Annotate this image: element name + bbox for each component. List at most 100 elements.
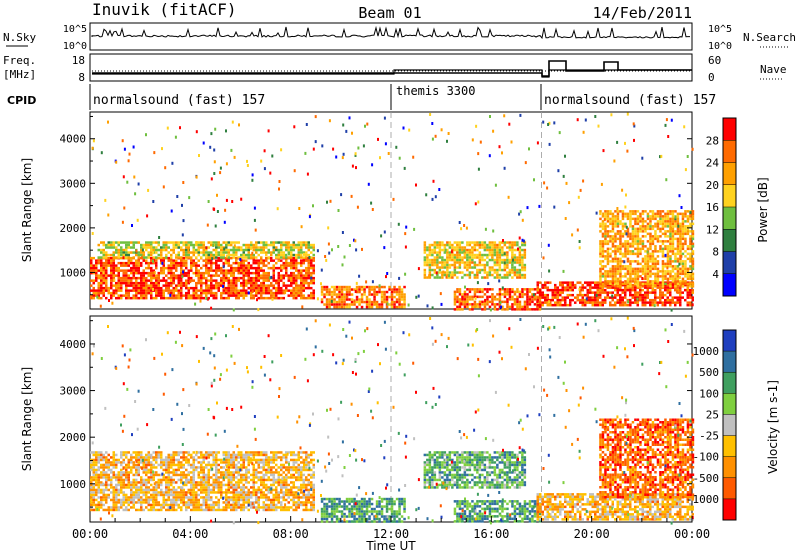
data-cell	[95, 474, 98, 477]
data-cell	[679, 260, 682, 263]
data-cell	[235, 241, 238, 244]
data-cell	[692, 285, 695, 288]
data-cell	[173, 491, 176, 494]
data-cell	[629, 273, 632, 276]
data-cell	[424, 244, 427, 247]
data-cell	[170, 484, 173, 487]
data-cell	[657, 263, 660, 266]
data-cell	[459, 291, 462, 294]
data-cell	[245, 272, 248, 275]
data-cell	[494, 251, 497, 254]
data-cell	[509, 249, 512, 252]
data-cell	[120, 279, 123, 282]
data-cell	[135, 294, 138, 297]
data-cell	[175, 489, 178, 492]
data-cell	[519, 259, 522, 262]
data-cell	[514, 256, 517, 259]
data-cell	[218, 246, 221, 249]
data-cell	[669, 245, 672, 248]
data-cell	[198, 264, 201, 267]
data-cell	[243, 262, 246, 265]
data-cell	[223, 279, 226, 282]
data-cell	[424, 251, 427, 254]
data-cell	[143, 284, 146, 287]
data-cell	[612, 238, 615, 241]
data-cell	[290, 244, 293, 247]
data-cell	[496, 298, 499, 301]
data-cell	[273, 274, 276, 277]
data-cell	[168, 461, 171, 464]
data-cell	[238, 294, 241, 297]
data-cell	[110, 246, 113, 249]
data-cell	[607, 273, 610, 276]
data-cell	[290, 294, 293, 297]
data-cell	[499, 249, 502, 252]
data-cell	[248, 287, 251, 290]
data-cell	[439, 241, 442, 244]
data-cell	[255, 262, 258, 265]
data-cell	[654, 215, 657, 218]
data-cell	[682, 268, 685, 271]
data-cell	[592, 304, 595, 307]
data-cell	[491, 269, 494, 272]
data-cell	[687, 233, 690, 236]
data-cell	[90, 494, 93, 497]
data-cell	[689, 301, 692, 304]
data-cell	[659, 286, 662, 289]
data-cell	[368, 306, 371, 309]
data-cell	[401, 296, 404, 299]
data-cell	[336, 303, 339, 306]
data-cell	[619, 253, 622, 256]
data-cell	[484, 254, 487, 256]
data-cell	[361, 288, 364, 291]
data-cell	[175, 481, 178, 484]
data-cell	[677, 243, 680, 246]
data-cell	[173, 297, 176, 300]
data-cell	[629, 270, 632, 273]
data-cell	[514, 241, 517, 244]
data-cell	[489, 249, 492, 252]
data-cell	[491, 259, 494, 262]
data-cell	[130, 277, 133, 280]
data-cell	[118, 474, 121, 477]
data-cell	[308, 284, 311, 287]
data-cell	[516, 303, 519, 306]
data-cell	[175, 454, 178, 457]
data-cell	[491, 303, 494, 306]
data-cell	[599, 240, 602, 243]
data-cell	[178, 297, 181, 300]
data-cell	[258, 249, 261, 252]
data-cell	[130, 499, 133, 502]
data-cell	[290, 256, 293, 259]
data-cell	[612, 245, 615, 248]
data-cell	[356, 286, 359, 289]
data-cell	[476, 244, 479, 247]
data-cell	[118, 506, 121, 509]
data-cell	[133, 297, 136, 300]
data-cell	[619, 270, 622, 273]
data-cell	[210, 251, 213, 254]
data-cell	[684, 225, 687, 228]
data-cell	[178, 262, 181, 265]
data-cell	[554, 301, 557, 304]
data-cell	[270, 241, 273, 244]
data-cell	[130, 461, 133, 464]
data-cell	[228, 244, 231, 247]
scatter-cell	[171, 210, 173, 213]
data-cell	[619, 258, 622, 261]
data-cell	[454, 259, 457, 262]
data-cell	[461, 246, 464, 249]
scatter-cell	[448, 132, 450, 135]
data-cell	[629, 253, 632, 256]
scatter-cell	[568, 201, 570, 204]
data-cell	[230, 274, 233, 277]
data-cell	[474, 301, 477, 304]
data-cell	[113, 292, 116, 295]
scatter-cell	[219, 171, 221, 174]
data-cell	[474, 241, 477, 244]
data-cell	[158, 294, 161, 297]
scatter-cell	[504, 252, 506, 255]
data-cell	[358, 288, 361, 291]
data-cell	[135, 471, 138, 474]
data-cell	[622, 289, 625, 292]
